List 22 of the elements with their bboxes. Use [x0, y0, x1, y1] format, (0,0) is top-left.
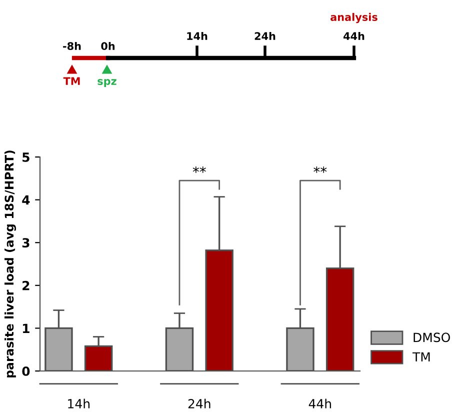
text: 0h: [101, 42, 115, 50]
y-tick-label: 3: [22, 238, 30, 248]
x-tick-label: 44h: [308, 398, 332, 408]
legend-label: TM: [412, 352, 430, 362]
legend-label: DMSO: [414, 332, 450, 342]
y-tick-label: 0: [22, 366, 30, 376]
annotation: **: [192, 166, 206, 173]
y-tick-label: 5: [22, 152, 30, 162]
text: TM: [63, 77, 80, 85]
x-tick-label: 24h: [188, 398, 210, 408]
annotation: **: [314, 166, 327, 173]
y-tick-label: 2: [22, 280, 30, 290]
text: 44h: [344, 32, 364, 40]
text: spz: [98, 79, 116, 88]
text: 14h: [187, 32, 208, 40]
x-tick-label: 14h: [68, 398, 90, 408]
y-tick-label: 4: [22, 195, 30, 205]
text: 24h: [254, 32, 276, 40]
text: analysis: [330, 12, 378, 24]
y-axis-title: parasite liver load (avg 18S/HPRT): [4, 150, 16, 378]
text: -8h: [63, 42, 81, 50]
y-tick-label: 1: [22, 324, 30, 333]
